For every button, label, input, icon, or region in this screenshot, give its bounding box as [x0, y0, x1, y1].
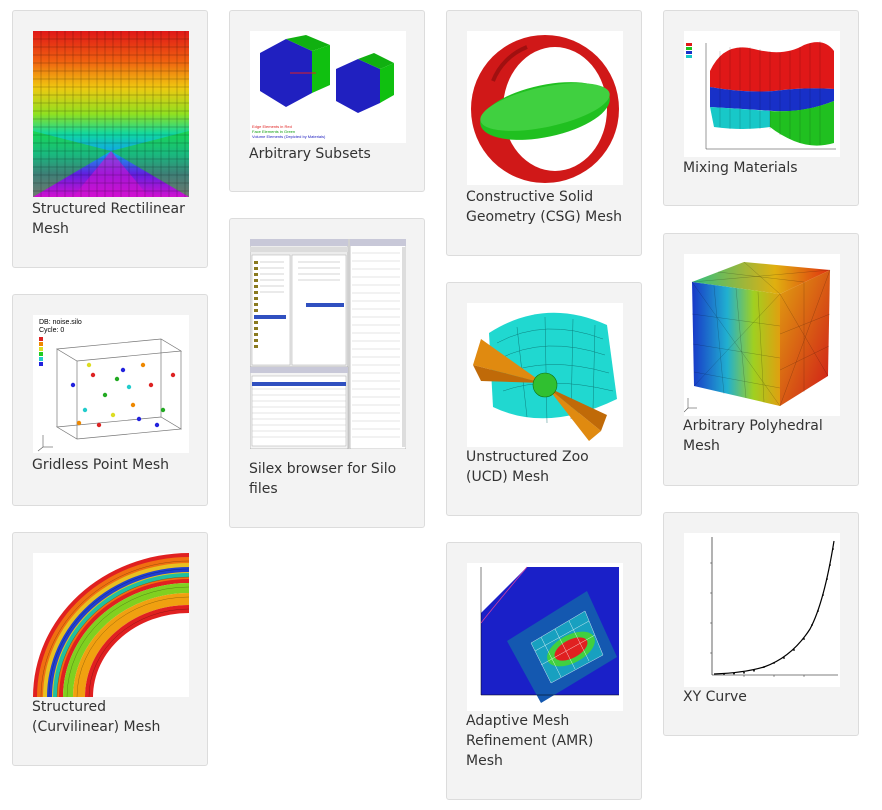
gallery-card-label: Structured Rectilinear Mesh — [32, 201, 185, 237]
gridless-point-thumbnail: DB: noise.silo Cycle: 0 — [33, 315, 189, 453]
gallery-card-silex[interactable]: Silex browser for Silo files — [229, 218, 425, 528]
structured-rectilinear-thumbnail — [33, 31, 189, 197]
gallery-card-gridless-point[interactable]: DB: noise.silo Cycle: 0 — [12, 294, 208, 506]
gallery-card-label: Arbitrary Polyhedral Mesh — [683, 418, 823, 454]
gallery-card-mixing-materials[interactable]: Mixing Materials — [663, 10, 859, 206]
gallery-card-label: Adaptive Mesh Refinement (AMR) Mesh — [466, 713, 594, 769]
gridless-db-title: DB: noise.silo — [39, 319, 82, 326]
gallery-card-amr[interactable]: Adaptive Mesh Refinement (AMR) Mesh — [446, 542, 642, 800]
gallery-card-label: Structured (Curvilinear) Mesh — [32, 699, 161, 735]
silex-browser-thumbnail — [250, 239, 406, 449]
gridless-cycle: Cycle: 0 — [39, 327, 64, 334]
amr-thumbnail — [467, 563, 623, 711]
gallery-card-structured-rectilinear[interactable]: Structured Rectilinear Mesh — [12, 10, 208, 268]
subsets-legend-volume: Volume Elements (Depicted by Materials) — [252, 134, 326, 139]
gallery-card-polyhedral[interactable]: Arbitrary Polyhedral Mesh — [663, 233, 859, 486]
gallery-card-label: XY Curve — [683, 689, 747, 705]
arbitrary-subsets-thumbnail: Edge Elements in Red Face Elements in Gr… — [250, 31, 406, 143]
gallery-card-curvilinear[interactable]: Structured (Curvilinear) Mesh — [12, 532, 208, 766]
gallery-card-arbitrary-subsets[interactable]: Edge Elements in Red Face Elements in Gr… — [229, 10, 425, 192]
polyhedral-thumbnail — [684, 254, 840, 416]
gallery-card-label: Unstructured Zoo (UCD) Mesh — [466, 449, 589, 485]
ucd-thumbnail — [467, 303, 623, 447]
xy-curve-thumbnail — [684, 533, 840, 687]
mixing-materials-thumbnail — [684, 31, 840, 157]
csg-thumbnail — [467, 31, 623, 185]
gallery-card-csg[interactable]: Constructive Solid Geometry (CSG) Mesh — [446, 10, 642, 256]
gallery-card-label: Silex browser for Silo files — [249, 461, 397, 497]
subsets-legend-edge: Edge Elements in Red — [252, 124, 292, 129]
subsets-legend-face: Face Elements in Green — [252, 129, 295, 134]
gallery-card-label: Gridless Point Mesh — [32, 457, 169, 473]
curvilinear-thumbnail — [33, 553, 189, 697]
gallery-card-ucd[interactable]: Unstructured Zoo (UCD) Mesh — [446, 282, 642, 516]
gallery-card-label: Mixing Materials — [683, 160, 798, 176]
gallery-card-xy-curve[interactable]: XY Curve — [663, 512, 859, 736]
gallery-card-label: Constructive Solid Geometry (CSG) Mesh — [466, 189, 623, 225]
gallery-card-label: Arbitrary Subsets — [249, 146, 371, 162]
